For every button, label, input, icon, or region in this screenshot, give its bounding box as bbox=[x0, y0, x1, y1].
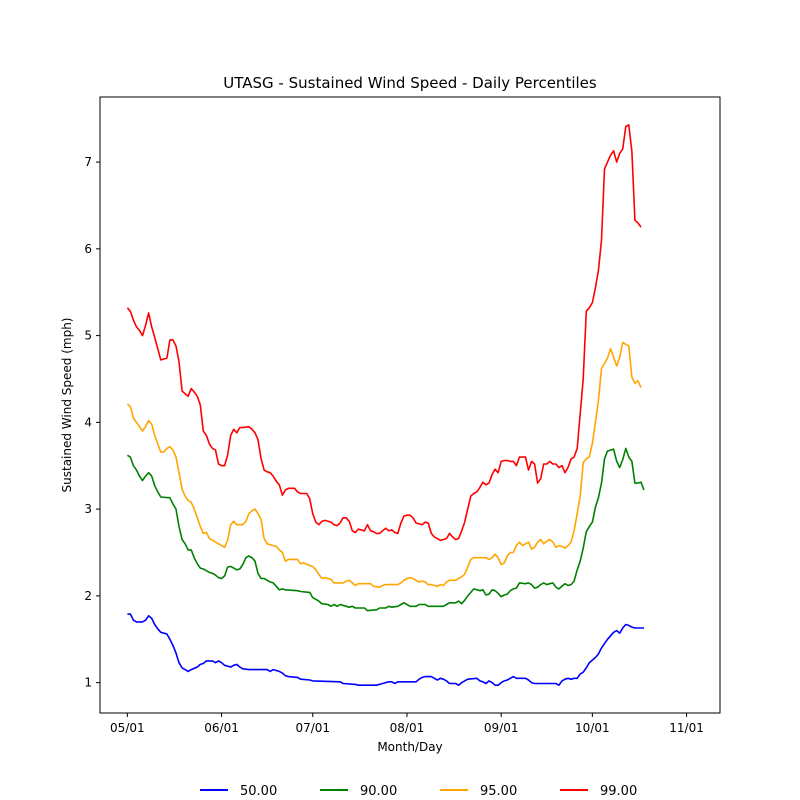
legend-item: 99.00 bbox=[560, 784, 637, 799]
y-tick-label: 4 bbox=[84, 415, 92, 429]
chart-title: UTASG - Sustained Wind Speed - Daily Per… bbox=[223, 74, 597, 92]
y-tick-label: 1 bbox=[84, 676, 92, 690]
legend-item: 95.00 bbox=[440, 784, 517, 799]
y-axis-ticks: 1 2 3 4 5 6 7 bbox=[84, 155, 100, 690]
series-line-90-00 bbox=[126, 447, 645, 612]
y-tick-label: 2 bbox=[84, 589, 92, 603]
x-tick-label: 07/01 bbox=[295, 721, 330, 735]
plot-frame bbox=[99, 96, 721, 714]
x-axis-ticks: 05/01 06/01 07/01 08/01 09/01 10/01 11/01 bbox=[110, 713, 704, 735]
legend-label: 50.00 bbox=[240, 784, 277, 799]
legend-item: 50.00 bbox=[200, 784, 277, 799]
x-tick-label: 09/01 bbox=[484, 721, 519, 735]
legend-label: 95.00 bbox=[480, 784, 517, 799]
x-tick-label: 06/01 bbox=[204, 721, 239, 735]
x-tick-label: 08/01 bbox=[390, 721, 425, 735]
x-tick-label: 10/01 bbox=[575, 721, 610, 735]
y-tick-label: 6 bbox=[84, 242, 92, 256]
x-axis-label: Month/Day bbox=[377, 740, 442, 754]
legend-label: 99.00 bbox=[600, 784, 637, 799]
series-line-99-00 bbox=[126, 124, 642, 542]
x-tick-label: 11/01 bbox=[669, 721, 704, 735]
y-tick-label: 7 bbox=[84, 155, 92, 169]
legend-item: 90.00 bbox=[320, 784, 397, 799]
y-axis-label: Sustained Wind Speed (mph) bbox=[60, 318, 74, 493]
y-tick-label: 3 bbox=[84, 502, 92, 516]
legend-label: 90.00 bbox=[360, 784, 397, 799]
series-line-50-00 bbox=[127, 613, 644, 686]
y-tick-label: 5 bbox=[84, 329, 92, 343]
legend: 50.00 90.00 95.00 99.00 bbox=[200, 784, 637, 799]
series-line-95-00 bbox=[126, 341, 642, 588]
plot-lines bbox=[126, 124, 645, 686]
x-tick-label: 05/01 bbox=[110, 721, 145, 735]
